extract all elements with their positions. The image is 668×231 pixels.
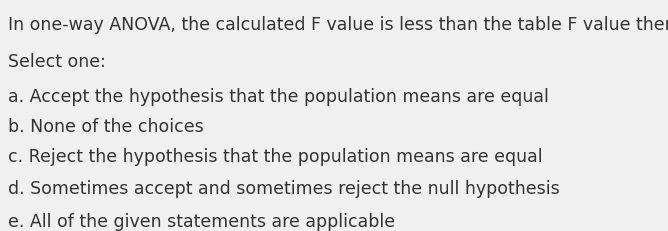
Text: e. All of the given statements are applicable: e. All of the given statements are appli…	[8, 213, 395, 231]
Text: a. Accept the hypothesis that the population means are equal: a. Accept the hypothesis that the popula…	[8, 88, 549, 106]
Text: In one-way ANOVA, the calculated F value is less than the table F value then: In one-way ANOVA, the calculated F value…	[8, 16, 668, 34]
Text: Select one:: Select one:	[8, 53, 106, 71]
Text: c. Reject the hypothesis that the population means are equal: c. Reject the hypothesis that the popula…	[8, 148, 542, 166]
Text: b. None of the choices: b. None of the choices	[8, 118, 204, 136]
Text: d. Sometimes accept and sometimes reject the null hypothesis: d. Sometimes accept and sometimes reject…	[8, 180, 560, 198]
